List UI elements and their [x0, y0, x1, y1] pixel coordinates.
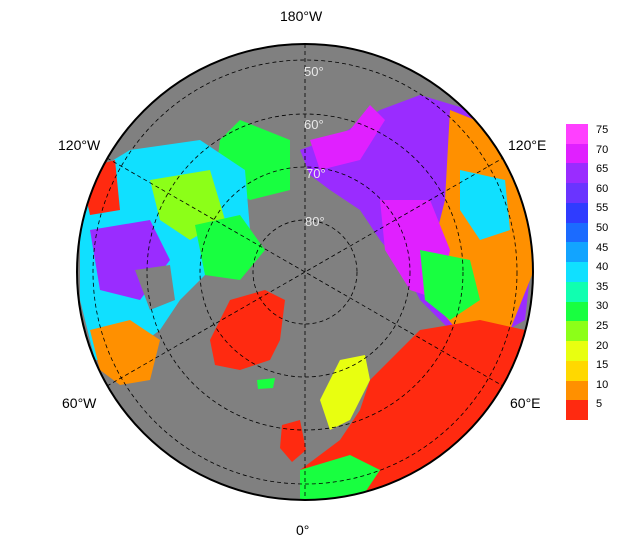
colorbar-tick-label: 75: [596, 124, 609, 136]
colorbar-tick-label: 60: [596, 182, 609, 195]
colorbar-tick-label: 45: [596, 241, 609, 254]
landmass-hudson-bay: [135, 265, 175, 310]
landmass-europe-west: [300, 455, 380, 500]
meridian-60: [106, 157, 504, 387]
colorbar-segment: [566, 202, 588, 224]
colorbar-tick-label: 70: [596, 143, 609, 156]
colorbar-tick-label: 30: [596, 300, 609, 313]
colorbar-tick-label: 20: [596, 339, 609, 352]
graticule: [92, 44, 518, 500]
colorbar-segment: [566, 301, 588, 322]
colorbar-tick-label: 35: [596, 280, 609, 293]
landmass-arctic-archipelago: [195, 215, 265, 280]
meridian-120: [106, 157, 504, 387]
lon-label-0: 0°: [296, 522, 310, 538]
landmass-siberia-cyan: [460, 170, 510, 240]
colorbar-segment: [566, 400, 588, 421]
colorbar-tick-label: 55: [596, 202, 609, 215]
lat-label-80: 80°: [305, 214, 325, 229]
lon-label-120e: 120°E: [508, 137, 547, 153]
colorbar-segment: [566, 360, 588, 382]
colorbar-segment: [566, 281, 588, 303]
lon-label-120w: 120°W: [58, 137, 101, 153]
colorbar-segment: [566, 242, 588, 263]
colorbar-tick-label: 5: [596, 398, 603, 411]
lat-label-70: 70°: [306, 166, 326, 181]
latitude-circle-50: [92, 59, 518, 485]
landmass-british-isles: [280, 420, 306, 462]
colorbar-segment: [566, 124, 588, 145]
colorbar-tick-label: 10: [596, 378, 609, 391]
colorbar-segment: [566, 380, 588, 401]
landmass-chukotka: [310, 105, 385, 170]
colorbar-tick-label: 65: [596, 163, 609, 176]
colorbar-segment: [566, 163, 588, 184]
colorbar-tick-label: 25: [596, 320, 609, 332]
latitude-circle-80: [252, 219, 358, 325]
map-border: [76, 43, 534, 501]
lon-label-60w: 60°W: [62, 395, 97, 411]
landmass-scandinavia: [320, 355, 370, 430]
colorbar-segment: [566, 341, 588, 362]
colorbar-segment: [566, 183, 588, 204]
colorbar-segment: [566, 143, 588, 164]
lon-label-180w: 180°W: [280, 8, 323, 24]
colorbar-tick-label: 40: [596, 261, 609, 274]
landmass-iceland: [257, 378, 275, 389]
landmass-siberia-green: [420, 250, 480, 320]
colorbar-segment: [566, 321, 588, 342]
landmass-canada-south: [90, 320, 160, 385]
lat-label-50: 50°: [304, 64, 324, 79]
colorbar: [566, 124, 588, 421]
colorbar-segment: [566, 262, 588, 283]
lat-label-60: 60°: [304, 117, 324, 132]
landmass-greenland: [210, 290, 285, 370]
colorbar-tick-label: 50: [596, 222, 609, 234]
colorbar-tick-label: 15: [596, 359, 609, 372]
lon-label-60e: 60°E: [510, 395, 541, 411]
colorbar-segment: [566, 222, 588, 243]
